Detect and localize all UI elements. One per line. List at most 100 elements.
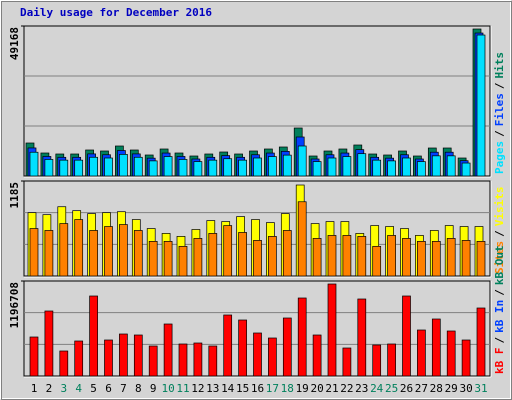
bar [446,238,456,277]
bar [253,332,262,377]
legend-separator: / [493,230,506,237]
bar [89,230,98,277]
x-tick-label: 20 [310,382,323,395]
bar [342,347,352,377]
bar [119,333,128,377]
bar [133,334,143,377]
x-tick-label: 18 [281,382,294,395]
bar [402,157,411,177]
x-tick-label: 1 [31,382,38,395]
bar [238,319,247,377]
bar [327,235,337,277]
bar [297,297,307,377]
y-tick-label: 1196708 [8,282,21,328]
x-tick-label: 31 [474,382,487,395]
bar [193,342,203,377]
x-tick-label: 2 [46,382,53,395]
bar [431,155,441,177]
legend-entry: Sites [493,241,506,274]
bar [297,201,307,277]
bar [29,151,39,177]
x-tick-label: 10 [161,382,174,395]
legend-separator: / [493,337,506,344]
y-tick-label: 49168 [8,27,21,60]
legend-entry: Files [493,93,506,126]
bar [59,159,69,177]
legend-separator: / [493,289,506,296]
x-tick-label: 3 [60,382,67,395]
bar [104,157,113,177]
bar [119,154,128,177]
bar [268,156,277,177]
bar [104,339,113,377]
legend-entry: kB Out [493,245,506,285]
bar [387,235,396,277]
bar [357,298,367,377]
bar [208,233,218,277]
bar [89,156,98,177]
bar [133,156,143,177]
bar [74,340,84,377]
legend-separator: / [493,130,506,137]
bar [417,329,426,377]
x-tick-label: 25 [385,382,398,395]
bar [387,343,396,377]
x-tick-label: 16 [251,382,264,395]
x-tick-label: 21 [325,382,338,395]
bar [402,295,411,377]
bar [282,230,292,277]
x-tick-label: 19 [296,382,309,395]
x-tick-label: 5 [90,382,97,395]
bar [387,160,396,177]
bar [223,158,233,177]
x-tick-label: 26 [400,382,413,395]
legend: kB F / kB In / kB Out [493,245,506,374]
bar [417,241,426,277]
x-tick-label: 7 [120,382,127,395]
bar [372,245,382,277]
bar [431,241,441,277]
bar [223,314,233,377]
legend-separator: / [493,82,506,89]
bar [431,318,441,377]
bar [148,160,158,177]
bar [238,159,247,177]
legend: Pages / Files / Hits [493,52,506,174]
bar [178,159,188,177]
bar [417,161,426,177]
x-tick-label: 4 [75,382,82,395]
bar [163,241,173,277]
bar [476,34,486,177]
bar [59,223,69,277]
bar [282,154,292,177]
bar [446,155,456,177]
bar [74,219,84,277]
bar [119,224,128,277]
bar [461,162,471,177]
x-tick-label: 11 [176,382,189,395]
x-tick-label: 24 [370,382,384,395]
bar [223,225,233,277]
bar [372,344,382,377]
y-tick-label: 1185 [8,182,21,209]
bar [268,236,277,277]
bar [461,240,471,277]
x-tick-label: 23 [355,382,368,395]
bar [104,226,113,277]
bar [178,343,188,377]
bar [327,157,337,177]
bar [372,159,382,177]
x-tick-label: 8 [135,382,142,395]
bar [476,241,486,277]
bar [44,159,54,177]
x-tick-label: 17 [266,382,279,395]
bar [282,317,292,377]
x-tick-label: 13 [206,382,219,395]
bar [342,235,352,277]
bar [461,339,471,377]
bar [208,159,218,177]
legend-entry: kB In [493,300,506,333]
bar [89,295,98,377]
